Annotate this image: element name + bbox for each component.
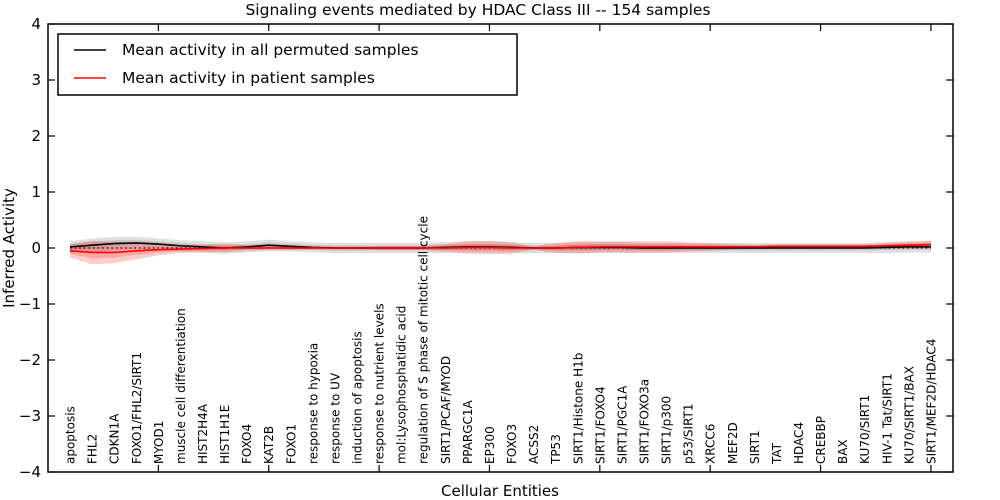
series-line <box>70 243 931 254</box>
series-lines <box>70 242 931 254</box>
x-tick-label: mol:Lysophosphatidic acid <box>395 306 409 464</box>
x-tick-label: HDAC4 <box>792 422 806 464</box>
x-tick-label: BAX <box>836 439 850 464</box>
x-tick-label: HIST2H4A <box>196 403 210 464</box>
x-tick-label: KAT2B <box>262 426 276 464</box>
y-tick-label: −4 <box>19 463 41 481</box>
x-tick-label: ACSS2 <box>527 425 541 464</box>
x-tick-label: HIV-1 Tat/SIRT1 <box>880 373 894 464</box>
uncertainty-bands <box>70 236 931 265</box>
x-tick-label: CDKN1A <box>108 413 122 464</box>
x-tick-label: FOXO3 <box>505 424 519 464</box>
x-tick-label: PPARGC1A <box>461 399 475 464</box>
x-tick-label: SIRT1/PCAF/MYOD <box>439 356 453 464</box>
x-tick-label: response to UV <box>328 372 342 464</box>
y-tick-label: 2 <box>31 127 41 145</box>
x-tick-label: SIRT1/p300 <box>660 396 674 464</box>
legend-label-permuted: Mean activity in all permuted samples <box>122 41 419 59</box>
y-tick-label: 0 <box>31 239 41 257</box>
x-tick-label: SIRT1/PGC1A <box>615 385 629 464</box>
x-tick-label: FHL2 <box>86 434 100 464</box>
x-tick-label: FOXO4 <box>240 424 254 464</box>
x-tick-label: p53/SIRT1 <box>682 403 696 464</box>
x-tick-label: TAT <box>770 442 784 465</box>
x-tick-label: EP300 <box>483 426 497 464</box>
x-tick-label: SIRT1/Histone H1b <box>571 353 585 464</box>
y-axis-label: Inferred Activity <box>0 188 18 308</box>
x-tick-label: KU70/SIRT1 <box>858 395 872 464</box>
y-tick-label: 3 <box>31 71 41 89</box>
y-tick-label: −3 <box>19 407 41 425</box>
band-outer <box>70 236 931 254</box>
x-tick-labels: apoptosis FHL2 CDKN1A FOXO1/FHL2/SIRT1 MYOD1… <box>64 216 939 465</box>
legend-box <box>57 33 518 96</box>
x-tick-label: MEF2D <box>726 422 740 464</box>
x-tick-label: muscle cell differentiation <box>174 308 188 464</box>
x-tick-label: TP53 <box>549 434 563 465</box>
legend-label-patient: Mean activity in patient samples <box>122 69 375 87</box>
x-axis-label: Cellular Entities <box>441 482 559 500</box>
legend: Mean activity in all permuted samples Me… <box>57 33 518 96</box>
x-tick-label: apoptosis <box>64 406 78 464</box>
x-tick-label: XRCC6 <box>704 424 718 464</box>
y-tick-labels: −4 −3 −2 −1 0 1 2 3 4 <box>19 15 41 481</box>
x-tick-label: KU70/SIRT1/BAX <box>902 366 916 464</box>
y-tick-label: 1 <box>31 183 41 201</box>
y-tick-label: −2 <box>19 351 41 369</box>
chart-title: Signaling events mediated by HDAC Class … <box>245 1 710 19</box>
x-tick-label: SIRT1/MEF2D/HDAC4 <box>924 339 938 464</box>
x-tick-label: CREBBP <box>814 416 828 464</box>
axis-ticks <box>48 23 953 473</box>
x-tick-label: MYOD1 <box>152 421 166 464</box>
x-tick-label: HIST1H1E <box>218 405 232 464</box>
y-tick-label: 4 <box>31 15 41 33</box>
y-tick-label: −1 <box>19 295 41 313</box>
x-tick-label: induction of apoptosis <box>351 331 365 464</box>
x-tick-label: FOXO1/FHL2/SIRT1 <box>130 352 144 464</box>
x-tick-label: regulation of S phase of mitotic cell cy… <box>417 216 431 464</box>
x-tick-label: FOXO1 <box>284 424 298 464</box>
x-tick-label: SIRT1 <box>748 430 762 464</box>
x-tick-label: response to nutrient levels <box>373 303 387 464</box>
x-tick-label: response to hypoxia <box>306 343 320 464</box>
x-tick-label: SIRT1/FOXO3a <box>637 379 651 464</box>
x-tick-label: SIRT1/FOXO4 <box>593 386 607 464</box>
